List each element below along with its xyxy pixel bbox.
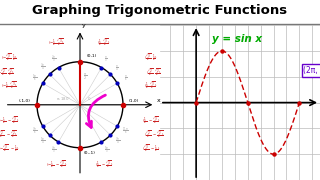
Text: $\frac{\pi}{2}$: $\frac{\pi}{2}$ <box>83 71 87 82</box>
Text: $(-\frac{1}{2},\frac{\sqrt{3}}{2})$: $(-\frac{1}{2},\frac{\sqrt{3}}{2})$ <box>1 80 17 91</box>
Text: $\frac{5\pi}{6}$: $\frac{5\pi}{6}$ <box>32 73 37 84</box>
Text: $\frac{\pi}{6}$: $\frac{\pi}{6}$ <box>124 74 127 84</box>
Text: $\frac{7\pi}{4}$: $\frac{7\pi}{4}$ <box>115 136 120 147</box>
Text: $(\frac{\sqrt{2}}{2},\frac{\sqrt{2}}{2})$: $(\frac{\sqrt{2}}{2},\frac{\sqrt{2}}{2})… <box>146 67 162 78</box>
Text: (-1,0): (-1,0) <box>18 99 30 103</box>
Text: y: y <box>82 23 85 28</box>
Text: $(\frac{\sqrt{3}}{2},-\frac{1}{2})$: $(\frac{\sqrt{3}}{2},-\frac{1}{2})$ <box>142 143 160 154</box>
Text: $\pi,180°$: $\pi,180°$ <box>56 95 71 102</box>
Text: (1,0): (1,0) <box>129 99 139 103</box>
Text: y = sin x: y = sin x <box>212 35 262 44</box>
Text: $\frac{5\pi}{4}$: $\frac{5\pi}{4}$ <box>40 136 45 147</box>
Text: $(\frac{1}{2},\frac{\sqrt{3}}{2})$: $(\frac{1}{2},\frac{\sqrt{3}}{2})$ <box>144 80 158 91</box>
Text: $(-\frac{\sqrt{2}}{2},\frac{\sqrt{2}}{2})$: $(-\frac{\sqrt{2}}{2},\frac{\sqrt{2}}{2}… <box>0 67 16 78</box>
Text: (0,1): (0,1) <box>87 54 97 58</box>
Text: $\frac{3\pi}{4}$: $\frac{3\pi}{4}$ <box>40 62 45 73</box>
Text: $\frac{\pi}{3}$: $\frac{\pi}{3}$ <box>104 54 108 64</box>
Text: $\frac{\pi}{4}$: $\frac{\pi}{4}$ <box>115 63 119 73</box>
Text: $(-\frac{1}{2},-\frac{\sqrt{3}}{2})$: $(-\frac{1}{2},-\frac{\sqrt{3}}{2})$ <box>0 115 20 126</box>
Text: $0$: $0$ <box>87 95 92 102</box>
Text: $(-\frac{\sqrt{3}}{2},\frac{1}{2})$: $(-\frac{\sqrt{3}}{2},\frac{1}{2})$ <box>1 52 17 63</box>
Text: (0,-1): (0,-1) <box>84 151 95 155</box>
Text: $\frac{11\pi}{6}$: $\frac{11\pi}{6}$ <box>122 125 129 137</box>
Text: $(-\frac{\sqrt{3}}{2},-\frac{1}{2})$: $(-\frac{\sqrt{3}}{2},-\frac{1}{2})$ <box>0 143 20 154</box>
Text: $(-\frac{\sqrt{2}}{2},-\frac{\sqrt{2}}{2})$: $(-\frac{\sqrt{2}}{2},-\frac{\sqrt{2}}{2… <box>0 129 18 140</box>
Text: $(\frac{1}{2},\frac{\sqrt{3}}{2})$: $(\frac{1}{2},\frac{\sqrt{3}}{2})$ <box>97 37 110 48</box>
Text: Graphing Trigonometric Functions: Graphing Trigonometric Functions <box>32 4 288 17</box>
Text: (2π, 0): (2π, 0) <box>303 66 320 75</box>
Text: $(\frac{1}{2},-\frac{\sqrt{3}}{2})$: $(\frac{1}{2},-\frac{\sqrt{3}}{2})$ <box>94 159 113 170</box>
Text: $(-\frac{1}{2},\frac{\sqrt{3}}{2})$: $(-\frac{1}{2},\frac{\sqrt{3}}{2})$ <box>48 37 65 48</box>
Text: $\frac{7\pi}{6}$: $\frac{7\pi}{6}$ <box>32 125 37 137</box>
Text: $\frac{4\pi}{3}$: $\frac{4\pi}{3}$ <box>51 145 56 156</box>
Text: $\frac{5\pi}{3}$: $\frac{5\pi}{3}$ <box>104 145 109 156</box>
Text: x: x <box>156 98 160 103</box>
Text: $\frac{2\pi}{3}$: $\frac{2\pi}{3}$ <box>51 54 56 65</box>
Text: $(\frac{1}{2},-\frac{\sqrt{3}}{2})$: $(\frac{1}{2},-\frac{\sqrt{3}}{2})$ <box>142 115 160 126</box>
Text: $(\frac{\sqrt{3}}{2},\frac{1}{2})$: $(\frac{\sqrt{3}}{2},\frac{1}{2})$ <box>144 52 158 63</box>
Text: $(\frac{\sqrt{2}}{2},-\frac{\sqrt{2}}{2})$: $(\frac{\sqrt{2}}{2},-\frac{\sqrt{2}}{2}… <box>144 129 164 140</box>
Text: $(-\frac{1}{2},-\frac{\sqrt{3}}{2})$: $(-\frac{1}{2},-\frac{\sqrt{3}}{2})$ <box>46 159 67 170</box>
